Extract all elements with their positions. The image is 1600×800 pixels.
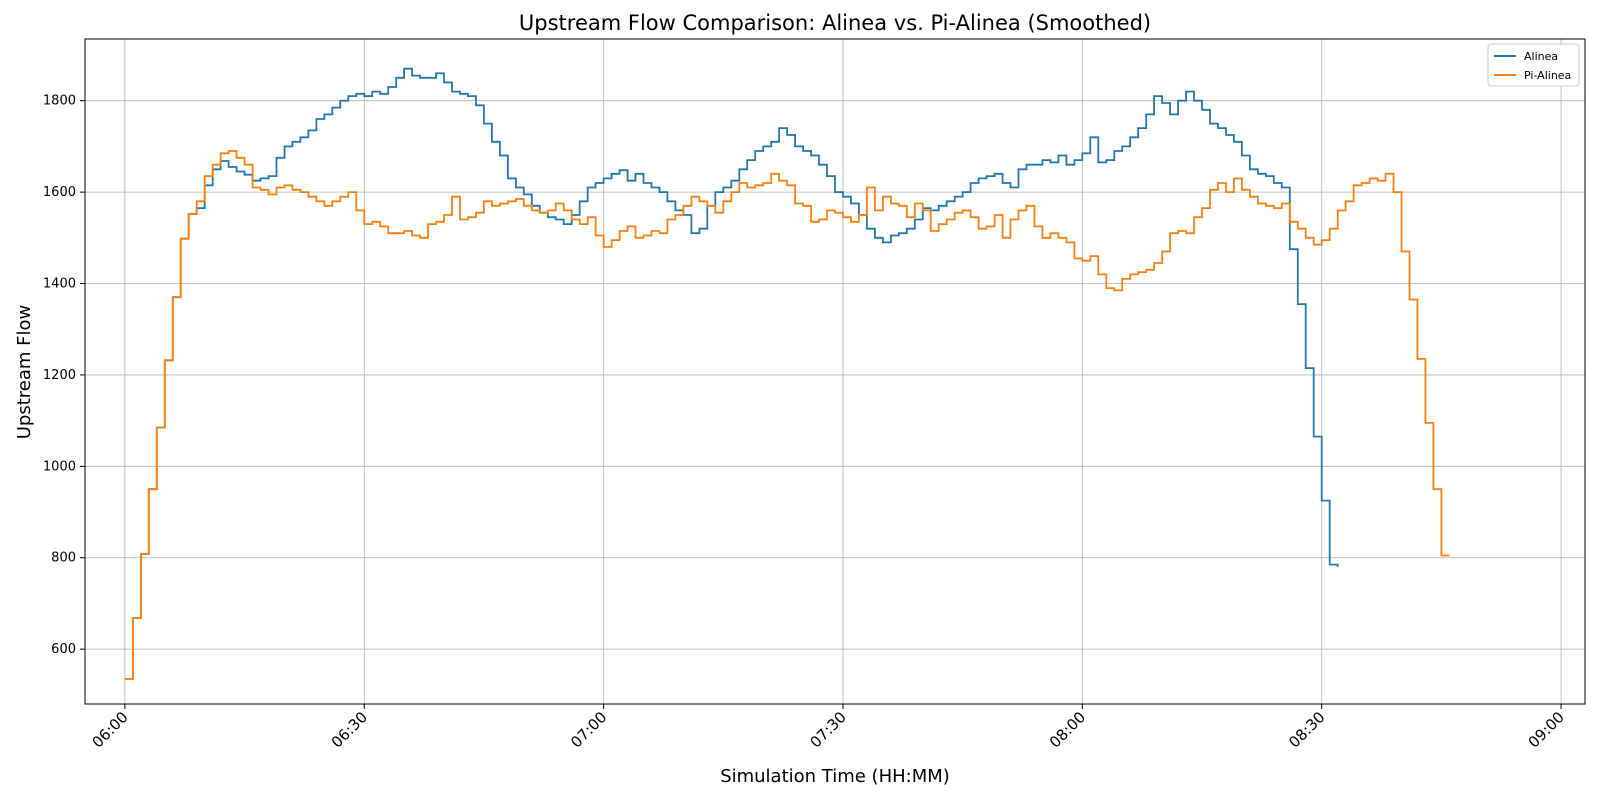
series-line-pi-alinea bbox=[124, 150, 1450, 680]
legend-label-alinea: Alinea bbox=[1524, 50, 1558, 63]
x-axis-title: Simulation Time (HH:MM) bbox=[720, 766, 950, 787]
y-tick-label: 1200 bbox=[43, 368, 76, 383]
y-tick-label: 1000 bbox=[43, 459, 76, 474]
chart-title: Upstream Flow Comparison: Alinea vs. Pi-… bbox=[519, 11, 1151, 35]
plot-frame bbox=[84, 38, 1586, 705]
y-tick-label: 1600 bbox=[43, 185, 76, 200]
y-tick-label: 1400 bbox=[43, 277, 76, 292]
y-axis: 600 800 1000 1200 1400 1600 1800 bbox=[43, 94, 85, 657]
y-tick-label: 800 bbox=[51, 551, 76, 566]
series-line-alinea bbox=[124, 67, 1339, 680]
legend: Alinea Pi-Alinea bbox=[1487, 43, 1580, 87]
y-axis-title: Upstream Flow bbox=[14, 305, 35, 440]
y-tick-label: 600 bbox=[51, 642, 76, 657]
legend-label-pi-alinea: Pi-Alinea bbox=[1524, 69, 1571, 82]
y-tick-label: 1800 bbox=[43, 94, 76, 109]
series-layer bbox=[124, 67, 1450, 680]
